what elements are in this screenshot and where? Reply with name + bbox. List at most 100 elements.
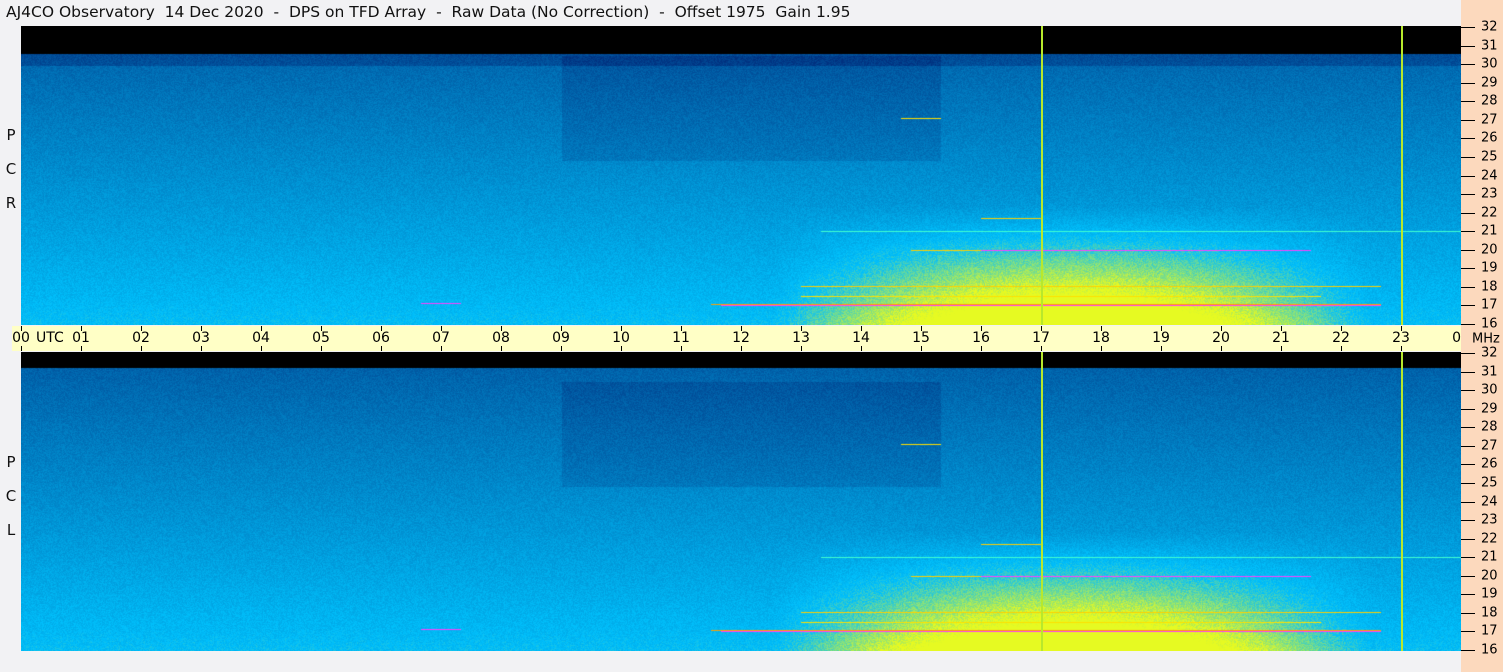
freq-tick-label: 27 [1481,112,1498,128]
time-tick [561,326,562,351]
time-tick-label: 07 [432,330,450,346]
time-tick-label: 11 [672,330,690,346]
label-letter: R [5,194,17,212]
freq-tick-label: 24 [1481,494,1498,509]
time-tick [621,326,622,351]
freq-tick [1461,287,1475,288]
freq-tick-label: 29 [1481,75,1498,91]
freq-tick [1461,268,1475,269]
time-marker-line [1041,352,1043,651]
time-tick-label: 12 [732,330,750,346]
freq-tick-label: 26 [1481,130,1498,146]
time-tick [81,326,82,351]
time-unit-label: UTC [36,330,64,346]
time-tick [381,326,382,351]
freq-tick-label: 32 [1481,19,1498,35]
time-tick-label: 20 [1212,330,1230,346]
time-tick [1041,326,1042,351]
freq-tick [1461,305,1475,306]
freq-tick-label: 20 [1481,242,1498,258]
time-tick-label: 02 [132,330,150,346]
time-tick [201,326,202,351]
freq-tick [1461,446,1475,447]
rcp-label: P C R [3,126,19,228]
freq-tick [1461,101,1475,102]
freq-tick [1461,157,1475,158]
time-tick [801,326,802,351]
freq-tick [1461,138,1475,139]
time-tick [921,326,922,351]
freq-tick-label: 25 [1481,475,1498,491]
rcp-spectrogram[interactable] [21,26,1461,325]
freq-tick [1461,194,1475,195]
freq-tick [1461,427,1475,428]
time-tick-label: 19 [1152,330,1170,346]
freq-tick-label: 19 [1481,260,1498,276]
freq-unit-label: MHz [1472,331,1500,347]
freq-tick [1461,557,1475,558]
freq-tick [1461,83,1475,84]
label-letter: C [5,160,17,178]
freq-tick [1461,27,1475,28]
freq-tick-label: 20 [1481,568,1498,584]
time-tick-label: 23 [1392,330,1410,346]
freq-tick-label: 17 [1481,297,1498,313]
time-tick [981,326,982,351]
freq-tick [1461,520,1475,521]
time-tick [681,326,682,351]
freq-tick [1461,176,1475,177]
time-tick-label: 01 [72,330,90,346]
freq-tick-label: 21 [1481,549,1498,565]
time-marker-line [1041,26,1043,325]
time-tick-label: 14 [852,330,870,346]
time-tick-label: 22 [1332,330,1350,346]
freq-tick-label: 22 [1481,531,1498,547]
freq-tick [1461,250,1475,251]
freq-tick [1461,372,1475,373]
freq-tick [1461,353,1475,354]
freq-tick-label: 29 [1481,401,1498,417]
freq-tick-label: 30 [1481,56,1498,72]
time-tick [141,326,142,351]
freq-tick [1461,213,1475,214]
freq-tick [1461,46,1475,47]
label-letter: P [6,126,16,144]
freq-tick [1461,390,1475,391]
time-tick [261,326,262,351]
time-tick [1101,326,1102,351]
freq-tick-label: 30 [1481,382,1498,398]
label-letter: L [6,521,16,539]
freq-tick [1461,576,1475,577]
freq-tick [1461,464,1475,465]
freq-tick [1461,409,1475,410]
freq-tick-label: 25 [1481,149,1498,165]
time-tick-label: 16 [972,330,990,346]
time-tick [1401,326,1402,351]
freq-tick-label: 23 [1481,186,1498,202]
freq-tick-label: 31 [1481,38,1498,54]
freq-tick-label: 22 [1481,205,1498,221]
freq-tick [1461,613,1475,614]
time-tick-label: 06 [372,330,390,346]
freq-tick [1461,64,1475,65]
freq-tick [1461,483,1475,484]
freq-tick-label: 28 [1481,93,1498,109]
freq-tick-label: 18 [1481,605,1498,621]
freq-tick-label: 16 [1481,642,1498,658]
time-tick-label: 10 [612,330,630,346]
freq-tick-label: 21 [1481,223,1498,239]
freq-tick [1461,539,1475,540]
freq-tick-label: 17 [1481,623,1498,639]
freq-tick-label: 31 [1481,364,1498,380]
freq-tick [1461,631,1475,632]
time-marker-line [1401,26,1403,325]
time-tick-label: 18 [1092,330,1110,346]
time-tick [501,326,502,351]
time-tick-label: 09 [552,330,570,346]
lcp-label: P C L [3,453,19,555]
freq-tick [1461,324,1475,325]
freq-tick [1461,120,1475,121]
time-axis: 00 01 02 03 04 05 06 07 08 09 10 11 12 13 14 15 16 17 18 19… [12,326,1470,351]
time-tick [741,326,742,351]
lcp-spectrogram[interactable] [21,352,1461,651]
